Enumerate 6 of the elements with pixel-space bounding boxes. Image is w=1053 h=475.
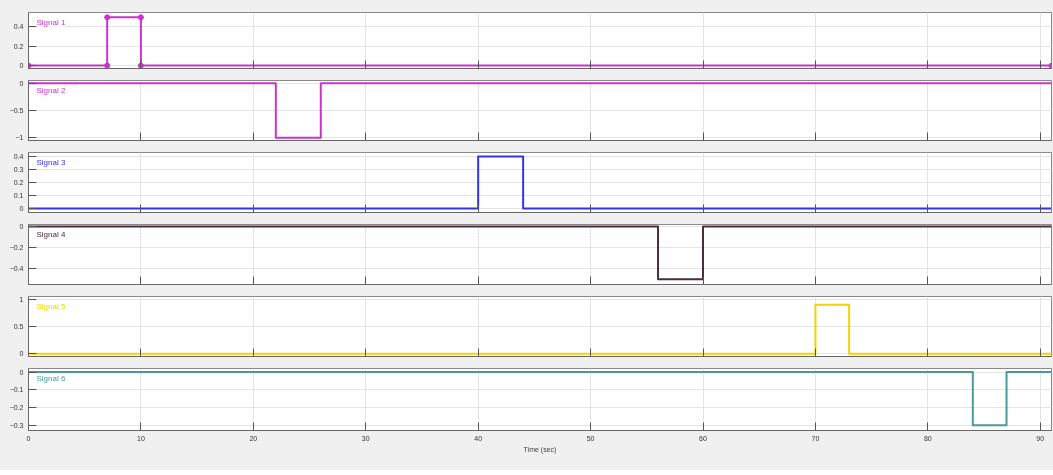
series-label: Signal 6 (36, 373, 66, 383)
series-label: Signal 2 (36, 85, 66, 95)
series-label: Signal 4 (36, 229, 66, 239)
text: Signal 3 (36, 157, 66, 167)
text: Signal 5 (36, 301, 66, 311)
text: Signal 1 (36, 17, 66, 27)
